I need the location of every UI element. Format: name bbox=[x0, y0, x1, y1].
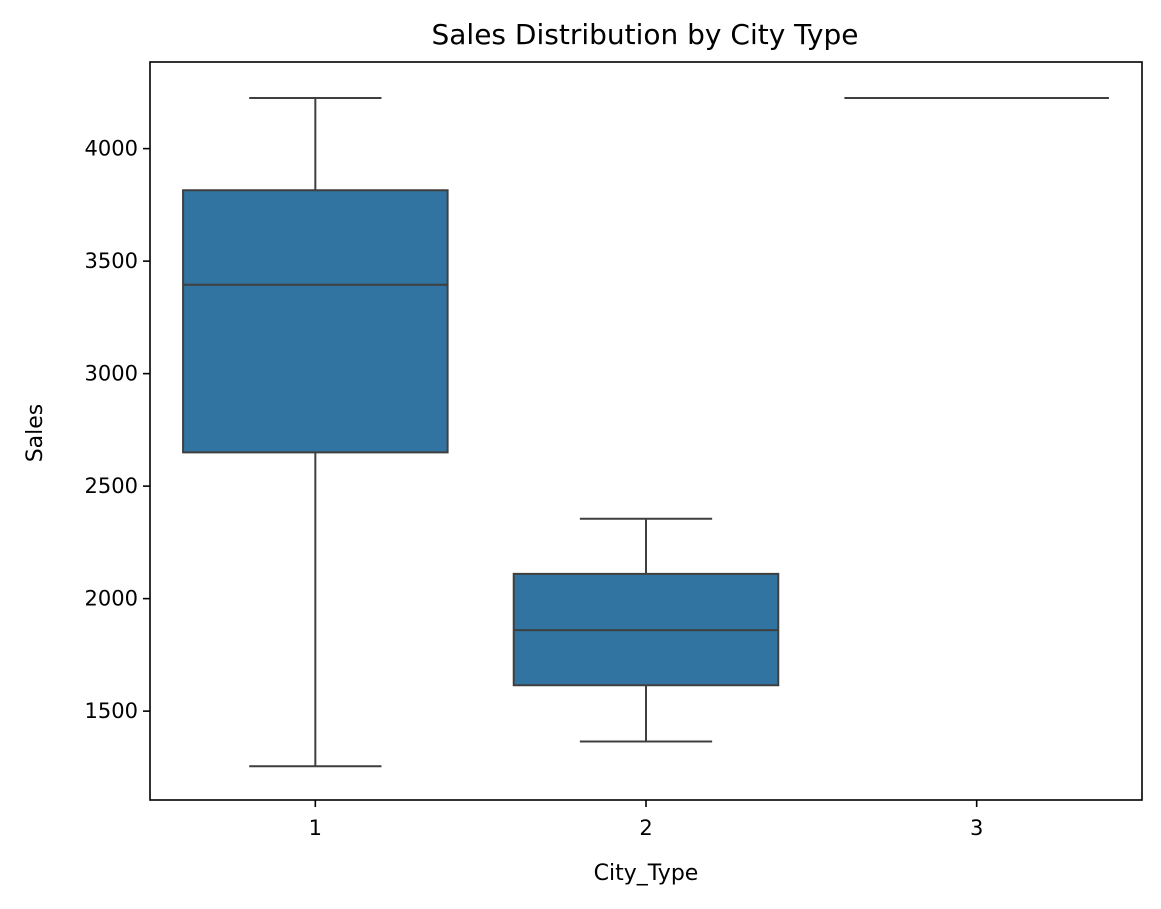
y-tick-label: 2500 bbox=[85, 474, 138, 498]
box-group-2 bbox=[512, 517, 780, 743]
y-tick-label: 3500 bbox=[85, 249, 138, 273]
y-tick-label: 4000 bbox=[85, 137, 138, 161]
box-group-1 bbox=[182, 97, 449, 768]
x-tick-label: 3 bbox=[970, 816, 983, 840]
y-tick-label: 3000 bbox=[85, 362, 138, 386]
x-tick-label: 2 bbox=[639, 816, 652, 840]
box-iqr bbox=[182, 189, 449, 454]
x-axis-label: City_Type bbox=[594, 861, 699, 886]
y-tick-label: 1500 bbox=[85, 699, 138, 723]
x-tick-label: 1 bbox=[309, 816, 322, 840]
y-axis-label: Sales bbox=[23, 404, 48, 463]
axes: 1500 2000 2500 3000 3500 4000 1 2 3 bbox=[85, 137, 984, 840]
y-tick-label: 2000 bbox=[85, 587, 138, 611]
plot-area bbox=[182, 97, 1109, 768]
chart-title: Sales Distribution by City Type bbox=[431, 18, 858, 51]
